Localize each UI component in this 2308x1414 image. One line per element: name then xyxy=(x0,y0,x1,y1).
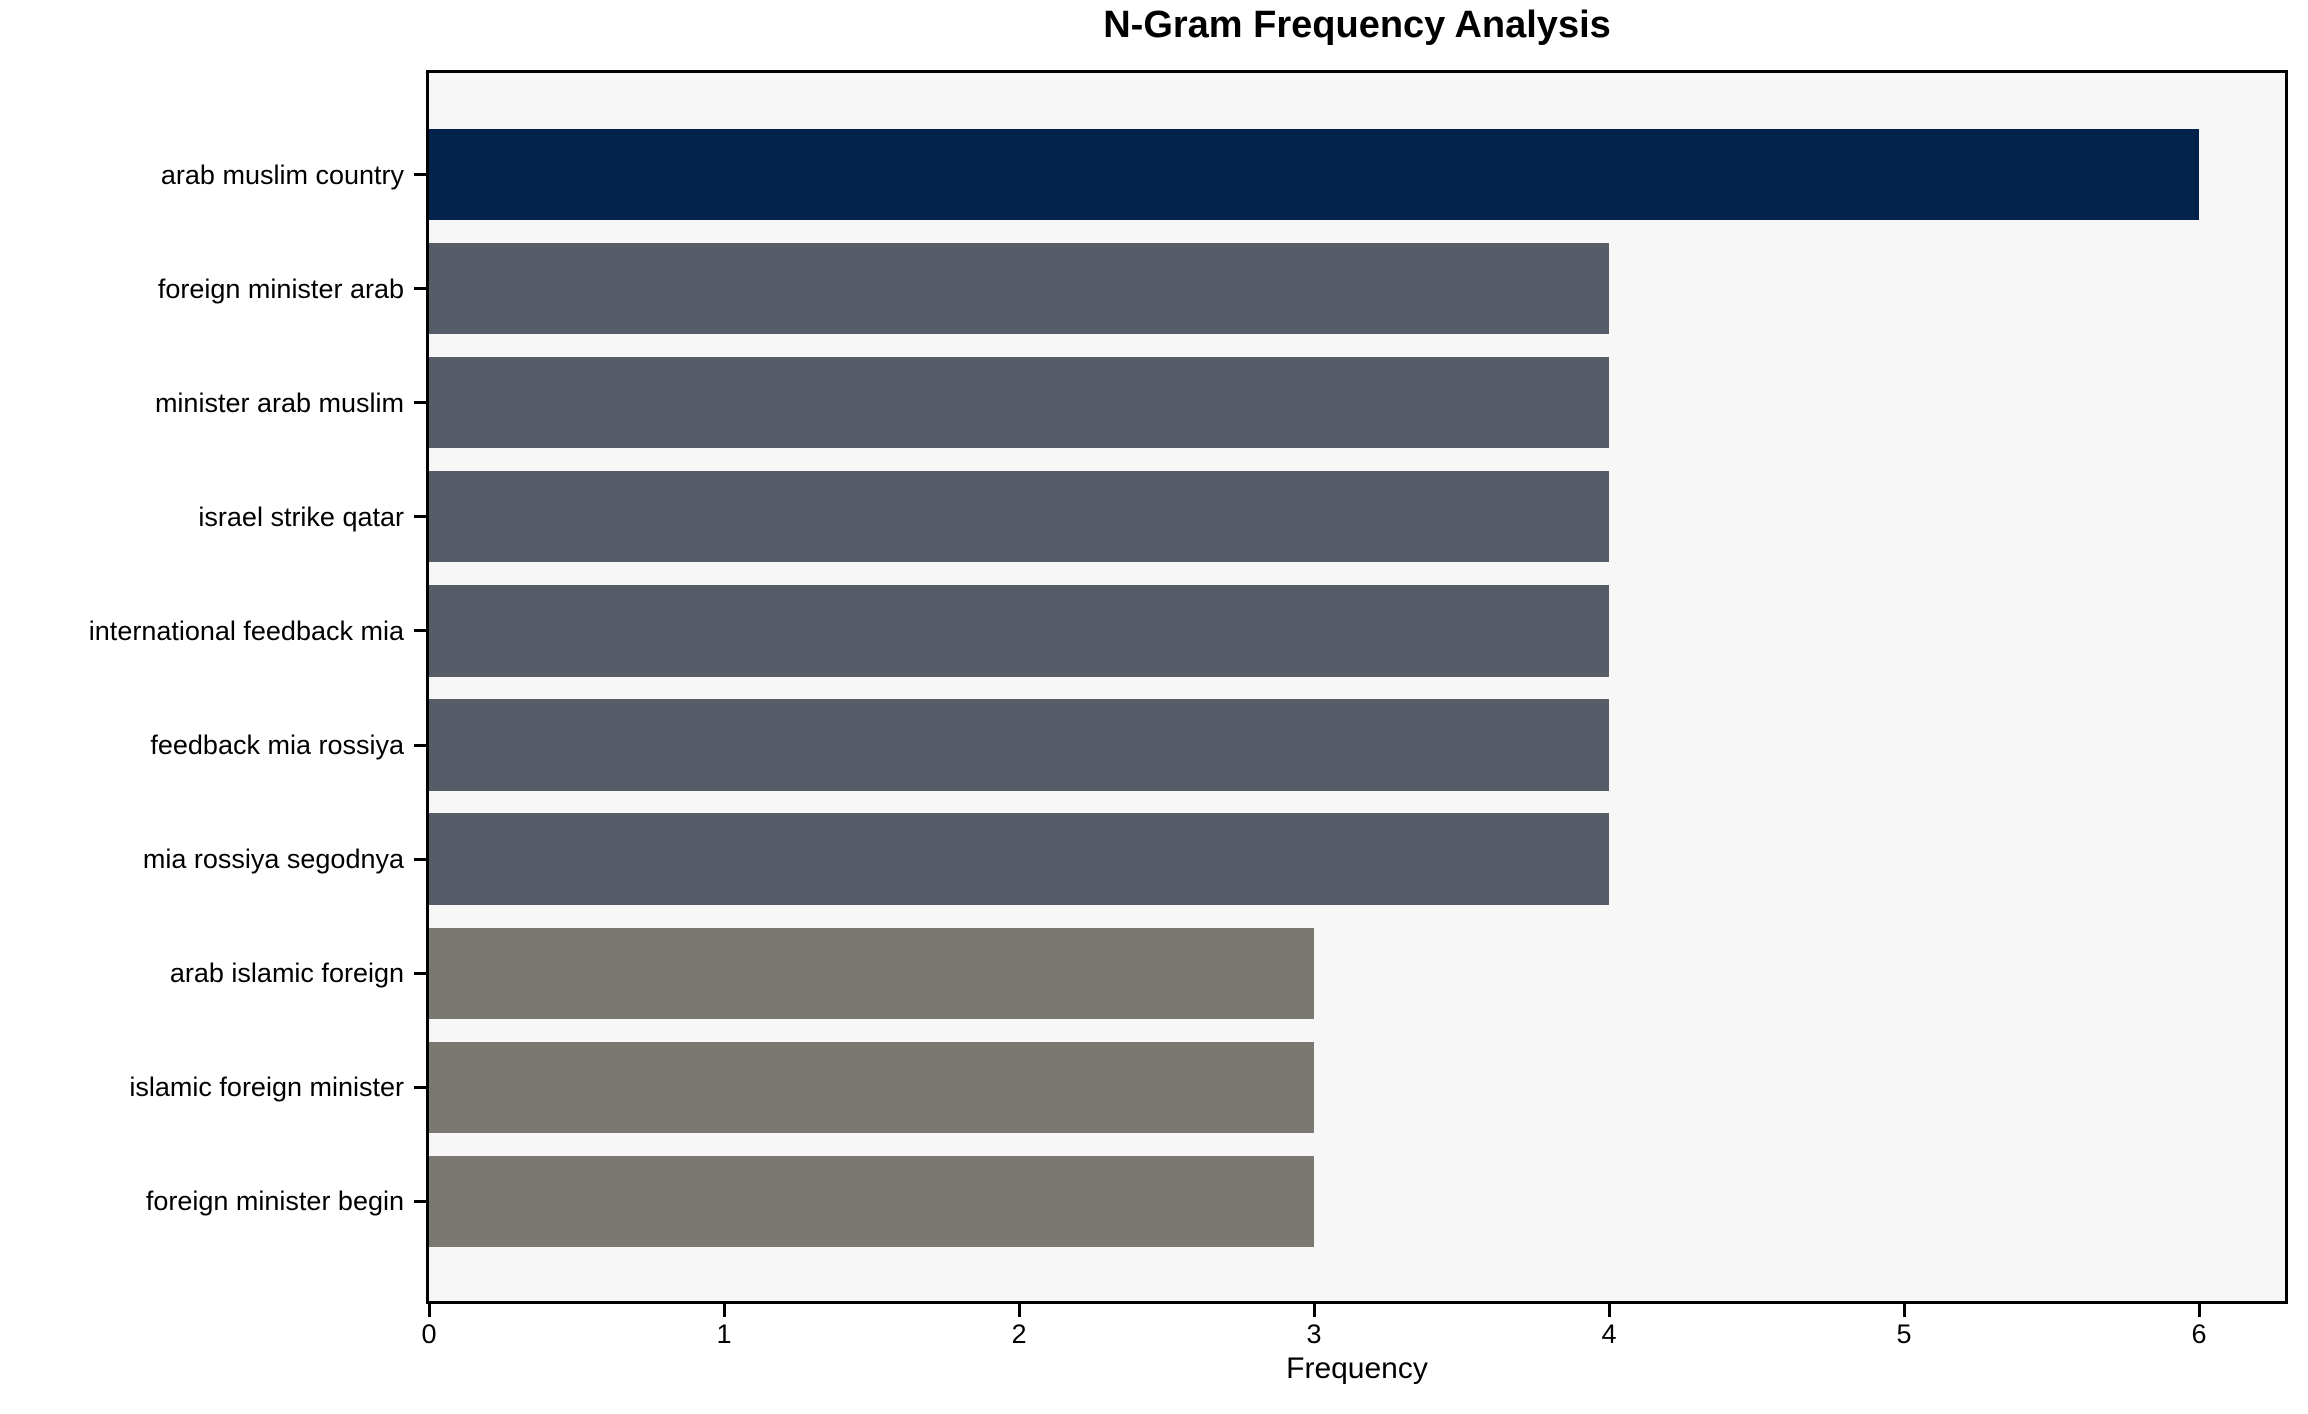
x-tick-label: 2 xyxy=(1011,1319,1027,1349)
x-tick-mark xyxy=(1607,1304,1611,1317)
x-tick-label: 4 xyxy=(1601,1319,1617,1349)
y-tick-mark xyxy=(414,1199,426,1203)
y-tick-mark xyxy=(414,1085,426,1089)
bar-mia-rossiya-segodnya xyxy=(429,813,1609,905)
y-tick-label: minister arab muslim xyxy=(154,387,404,418)
y-tick-label: foreign minister begin xyxy=(145,1186,404,1217)
x-tick-mark xyxy=(1312,1304,1316,1317)
y-tick-mark xyxy=(414,629,426,633)
x-tick-mark xyxy=(722,1304,726,1317)
plot-area xyxy=(426,70,2288,1304)
bars-container xyxy=(429,73,2285,1301)
y-tick-label: foreign minister arab xyxy=(157,273,404,304)
bar-islamic-foreign-minister xyxy=(429,1041,1314,1133)
x-tick-label: 1 xyxy=(716,1319,732,1349)
bar-feedback-mia-rossiya xyxy=(429,699,1609,791)
x-tick-label: 6 xyxy=(2191,1319,2207,1349)
x-axis-label: Frequency xyxy=(1286,1352,1428,1385)
y-tick-mark xyxy=(414,173,426,176)
y-tick-label: international feedback mia xyxy=(88,615,404,646)
bar-foreign-minister-begin xyxy=(429,1155,1314,1248)
y-tick-mark xyxy=(414,857,426,861)
bar-arab-islamic-foreign xyxy=(429,927,1314,1019)
x-tick-mark xyxy=(2197,1304,2201,1317)
y-tick-label: islamic foreign minister xyxy=(129,1072,404,1103)
y-tick-label: arab islamic foreign xyxy=(169,958,404,989)
y-tick-label: israel strike qatar xyxy=(198,501,404,532)
y-tick-mark xyxy=(414,401,426,405)
y-tick-mark xyxy=(414,971,426,975)
chart-title: N-Gram Frequency Analysis xyxy=(1103,4,1611,46)
y-tick-mark xyxy=(414,515,426,519)
x-tick-mark xyxy=(1902,1304,1906,1317)
y-tick-mark xyxy=(414,287,426,291)
bar-minister-arab-muslim xyxy=(429,357,1609,449)
x-tick-mark xyxy=(427,1304,431,1317)
y-tick-label: mia rossiya segodnya xyxy=(142,844,404,875)
x-tick-label: 5 xyxy=(1896,1319,1912,1349)
bar-israel-strike-qatar xyxy=(429,471,1609,563)
bar-arab-muslim-country xyxy=(429,128,2199,221)
bar-international-feedback-mia xyxy=(429,585,1609,677)
y-tick-mark xyxy=(414,743,426,747)
bar-foreign-minister-arab xyxy=(429,242,1609,335)
x-tick-label: 3 xyxy=(1306,1319,1322,1349)
y-tick-label: arab muslim country xyxy=(160,159,404,190)
y-tick-label: feedback mia rossiya xyxy=(150,730,404,760)
x-tick-mark xyxy=(1017,1304,1021,1317)
x-tick-label: 0 xyxy=(421,1319,437,1349)
